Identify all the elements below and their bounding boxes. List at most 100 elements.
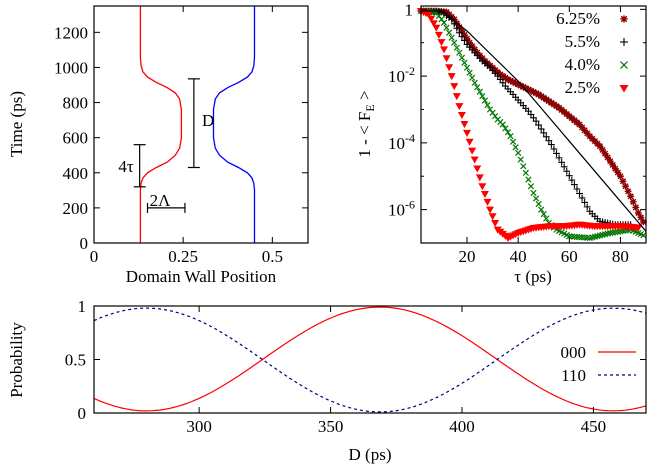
p2-point-0-12-2-stroke-3 — [530, 88, 537, 95]
p2-point-1-3-1 — [458, 33, 466, 40]
p1-series-group — [139, 6, 256, 243]
p2-fit-line — [421, 10, 647, 232]
p2-point-3-4-0 — [447, 73, 456, 81]
p2-point-0-22-1 — [629, 198, 637, 206]
p2-point-0-21-1-stroke-3 — [619, 178, 627, 185]
p2-point-2-15-1 — [540, 210, 547, 218]
p2-point-0-23-1 — [637, 214, 645, 221]
p2-point-0-21-0-stroke-3 — [617, 173, 624, 180]
p2-point-0-23-2-stroke-3 — [640, 218, 647, 225]
p2-point-2-1-1-b — [435, 12, 443, 20]
p2-point-3-19-5 — [634, 224, 643, 232]
p2-point-2-6-1-b — [474, 84, 481, 91]
p2-point-0-11-1-stroke-3 — [517, 82, 524, 89]
p2-point-2-18-7-b — [584, 234, 591, 241]
p2-legend-marker-0 — [620, 15, 628, 23]
p2-point-0-21-2 — [622, 182, 629, 190]
p2-ylabel: 1 - < FE > — [355, 90, 377, 157]
p2-point-0-10-0-stroke-3 — [504, 76, 511, 83]
p2-point-3-6-2 — [468, 147, 477, 155]
p2-point-2-11-0 — [507, 133, 514, 140]
p2-point-2-18-1 — [568, 233, 575, 240]
p2-point-1-15-1 — [550, 145, 558, 153]
p3-xtick-label-1: 350 — [318, 417, 344, 436]
p2-point-2-3-1 — [451, 39, 458, 46]
p3-frame — [93, 305, 647, 414]
p2-point-2-6-2-b — [476, 88, 483, 95]
p2-point-2-5-2 — [468, 74, 476, 81]
p2-ytick-exp-2: -4 — [405, 131, 415, 145]
p2-point-2-17-1-b — [555, 227, 563, 235]
p2-point-2-3-0-b — [448, 34, 455, 41]
p2-point-2-2-0-b — [440, 19, 448, 26]
p2-point-2-18-7 — [584, 234, 591, 241]
p2-point-2-13-2 — [527, 183, 535, 190]
p2-point-2-7-0-b — [479, 92, 486, 100]
p2-point-0-19-3-stroke-3 — [604, 154, 611, 161]
p2-point-3-9-1 — [488, 213, 497, 221]
p2-point-3-5-1 — [457, 112, 466, 120]
p1-ytick-label-1: 200 — [63, 199, 89, 218]
p2-point-0-22-2-stroke-3 — [632, 204, 639, 211]
p2-point-1-19-2 — [583, 203, 591, 211]
p2-point-2-14-2-b — [535, 200, 542, 208]
p2-xtick-label-2: 60 — [561, 247, 578, 266]
p1-xtick-label-2: 0.5 — [262, 247, 283, 266]
p2-point-2-12-0-b — [515, 149, 522, 157]
p2-point-2-10-1-b — [502, 125, 509, 132]
p2-ylabel-sub: E — [363, 104, 377, 111]
p2-point-2-17-3-b — [561, 230, 568, 237]
p2-point-2-5-1-b — [466, 69, 473, 76]
p3-ytick-label-1: 0.5 — [65, 351, 86, 370]
p2-legend-label-2: 4.0% — [565, 55, 600, 74]
p1-annotation-0: D — [202, 111, 214, 130]
p2-point-0-17-0-stroke-3 — [576, 121, 583, 128]
p2-point-0-23-0-stroke-3 — [635, 209, 642, 217]
p2-point-2-18-5 — [578, 234, 586, 241]
p2-point-2-15-2 — [543, 215, 550, 222]
p2-point-3-8-0 — [478, 183, 487, 191]
p2-point-2-11-2 — [512, 144, 519, 151]
p2-point-2-4-1-b — [458, 54, 466, 61]
p2-point-0-20-2 — [611, 165, 619, 173]
p1-xlabel: Domain Wall Position — [126, 267, 277, 286]
p3-xlabel: D (ps) — [349, 445, 392, 464]
p2-ytick-label-1: 10-2 — [388, 64, 415, 86]
p2-point-1-13-2 — [537, 125, 545, 133]
p3-xtick-label-2: 400 — [449, 417, 475, 436]
p3-series-group — [93, 306, 647, 413]
p2-frame — [420, 5, 647, 244]
p2-point-2-21-4-b — [637, 230, 645, 238]
p2-point-0-22-2 — [632, 203, 640, 211]
p2-point-1-17-0 — [563, 167, 571, 175]
p2-point-0-10-3-stroke-3 — [512, 80, 519, 87]
p1-annotation-2: 2Λ — [150, 191, 172, 210]
p3-ylabel: Probability — [7, 322, 26, 398]
p2-point-2-2-2 — [445, 29, 453, 36]
p2-ylabel-end: > — [355, 90, 374, 104]
p2-legend-label-3: 2.5% — [565, 78, 600, 97]
p2-point-0-23-0 — [634, 209, 642, 217]
p2-point-1-14-0 — [540, 129, 548, 137]
p2-point-3-8-2 — [483, 198, 492, 206]
p2-ytick-base-3: 10 — [388, 201, 405, 220]
p2-point-3-5-0 — [455, 103, 464, 111]
p2-point-2-7-2-b — [484, 101, 491, 109]
p2-ylabel-main: 1 - < F — [355, 112, 374, 158]
p2-point-1-17-1 — [565, 172, 573, 180]
p2-point-2-5-0-b — [463, 64, 471, 71]
p3-series-line-0 — [93, 306, 647, 412]
p2-point-0-22-0-stroke-3 — [627, 193, 634, 200]
p2-point-2-2-0 — [440, 19, 448, 26]
p2-legend-marker-0-stroke-3 — [620, 15, 628, 23]
p2-point-2-4-0 — [456, 49, 463, 56]
p2-point-2-18-2-b — [571, 233, 578, 240]
p2-point-2-11-1 — [509, 138, 517, 145]
p2-point-2-17-2-b — [558, 229, 565, 236]
p1-annotation-1: 4τ — [118, 157, 134, 176]
p2-point-3-7-0 — [470, 156, 479, 164]
p2-point-2-18-2 — [571, 233, 578, 240]
p2-point-0-12-1-stroke-3 — [527, 87, 534, 94]
p3-xtick-label-0: 300 — [186, 417, 212, 436]
p2-point-2-2-1 — [443, 24, 450, 31]
